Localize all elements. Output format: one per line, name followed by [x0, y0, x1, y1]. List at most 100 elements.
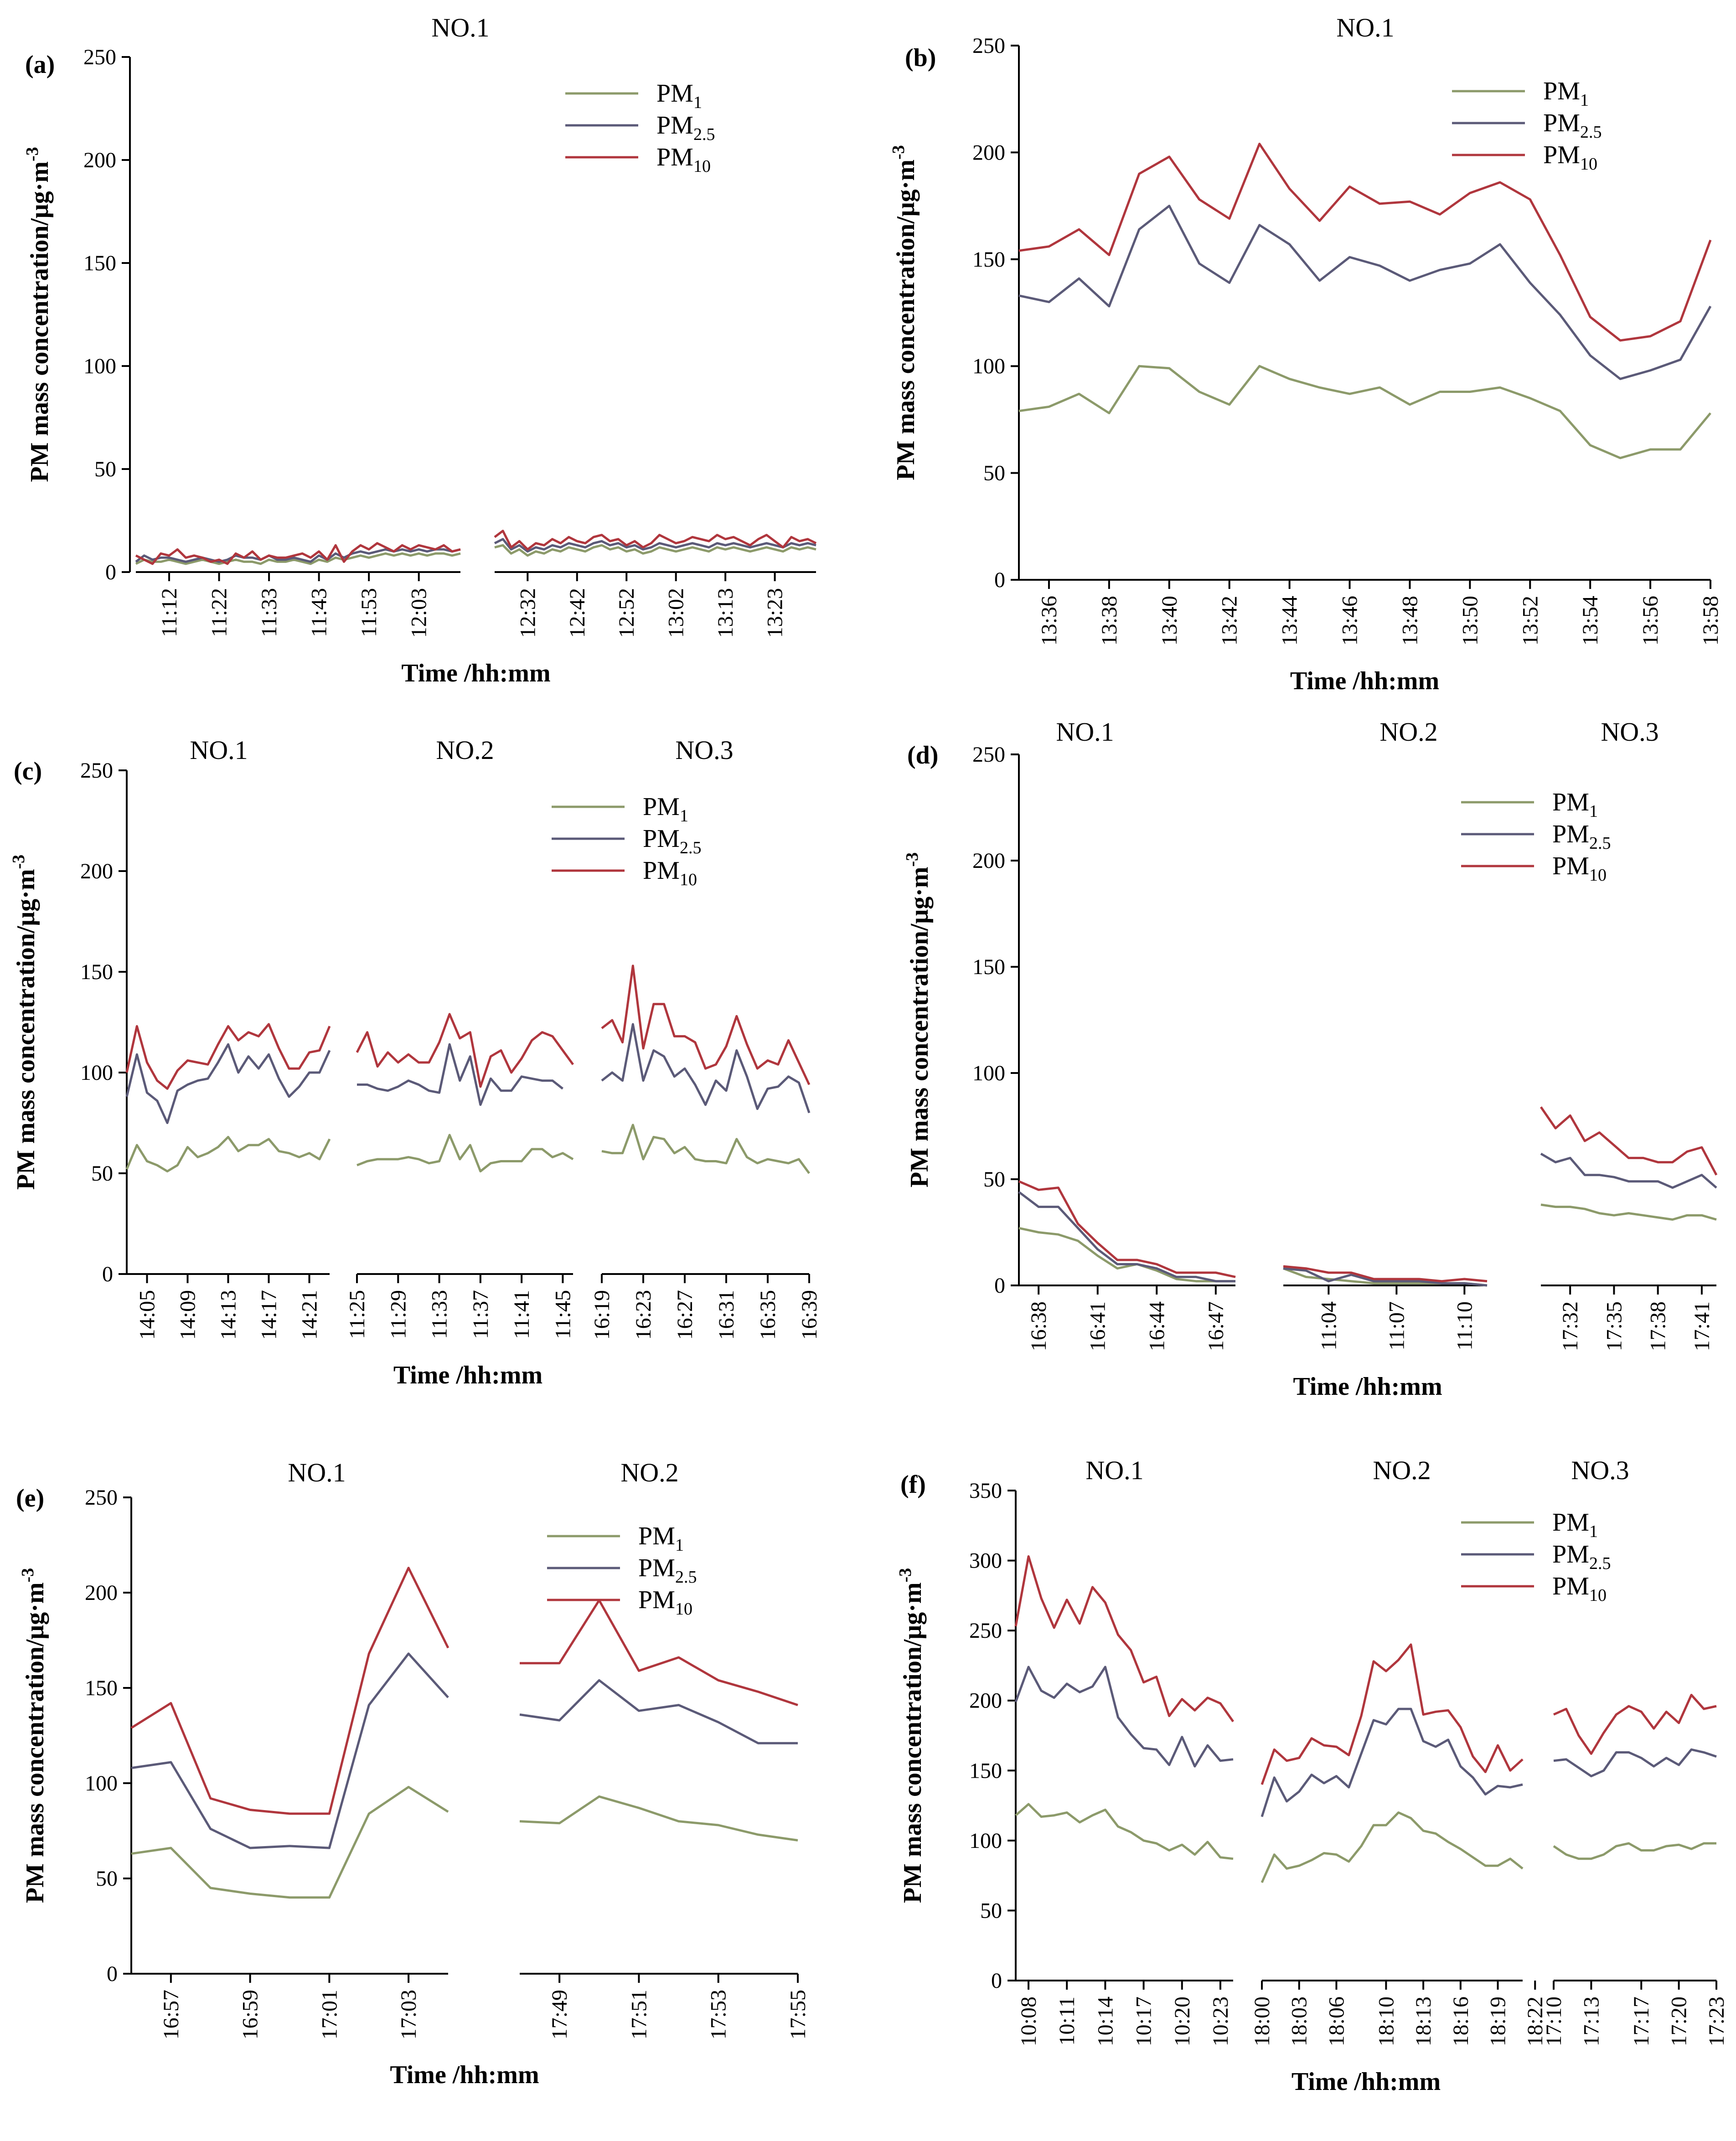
x-tick-label: 17:35	[1602, 1301, 1626, 1351]
y-tick-label: 50	[94, 457, 116, 481]
y-tick-label: 200	[85, 1581, 118, 1605]
segment-label: NO.1	[1336, 13, 1394, 42]
x-tick-label: 11:29	[386, 1290, 410, 1339]
x-tick-label: 14:21	[298, 1290, 322, 1340]
y-tick-label: 200	[972, 140, 1005, 165]
y-axis-label: PM mass concentration/μg·m-3	[18, 1568, 49, 1903]
segment-label: NO.2	[436, 735, 494, 765]
series-line-PM1-seg2	[519, 1795, 798, 1842]
x-axis-label: Time /hh:mm	[390, 2061, 539, 2089]
x-tick-label: 16:59	[238, 1990, 263, 2039]
series-line-PM25-seg2	[519, 1679, 798, 1744]
series-line-PM1-seg1	[135, 552, 461, 565]
x-tick-label: 13:58	[1699, 596, 1723, 645]
legend-entry: PM10	[1552, 852, 1607, 885]
y-tick-label: 150	[83, 251, 116, 275]
x-axis-label: Time /hh:mm	[401, 659, 550, 687]
x-tick-label: 18:19	[1486, 1997, 1510, 2046]
x-tick-label: 13:48	[1398, 596, 1422, 645]
series-line-PM10-seg2	[520, 1599, 798, 1706]
series-line-PM10-seg1	[1014, 1555, 1235, 1723]
series-line-PM10-seg3	[1553, 1693, 1717, 1755]
y-tick-label: 200	[80, 859, 113, 883]
series-line-PM25-seg2	[357, 1043, 563, 1106]
y-tick-label: 50	[91, 1161, 113, 1186]
x-tick-label: 11:33	[428, 1290, 452, 1339]
y-tick-label: 250	[83, 45, 116, 69]
x-axis-label: Time /hh:mm	[1292, 2068, 1441, 2096]
x-tick-label: 13:13	[713, 588, 738, 638]
x-tick-label: 11:43	[307, 588, 331, 637]
x-tick-label: 10:23	[1209, 1997, 1233, 2046]
y-tick-label: 100	[972, 354, 1005, 378]
legend-entry: PM2.5	[643, 825, 701, 857]
x-tick-label: 17:20	[1667, 1997, 1691, 2046]
series-line-PM1-seg3	[1540, 1203, 1717, 1221]
x-tick-label: 16:41	[1086, 1301, 1110, 1351]
x-tick-label: 16:27	[673, 1290, 697, 1340]
x-tick-label: 10:20	[1170, 1997, 1194, 2046]
legend-entry: PM1	[643, 793, 688, 825]
x-tick-label: 18:13	[1411, 1997, 1436, 2046]
y-tick-label: 150	[972, 248, 1005, 272]
series-line-PM1-seg1	[125, 1135, 331, 1173]
series-line-PM25-seg3	[1540, 1152, 1717, 1189]
panel-label: (e)	[16, 1484, 44, 1512]
x-tick-label: 13:54	[1578, 596, 1602, 645]
series-line-PM25-seg1	[131, 1652, 449, 1849]
legend-entry: PM2.5	[656, 111, 715, 144]
y-tick-label: 250	[972, 34, 1005, 58]
y-tick-label: 150	[80, 960, 113, 984]
y-tick-label: 100	[969, 1829, 1002, 1853]
x-tick-label: 16:47	[1204, 1301, 1228, 1351]
x-tick-label: 16:19	[590, 1290, 614, 1340]
segment-label: NO.2	[1373, 1455, 1431, 1485]
chart-panel-c: 0 50 100 150 200 250 14:05 14:09 14:13 14:17 14:21…	[9, 735, 822, 1389]
y-tick-label: 50	[980, 1899, 1002, 1923]
y-axis-label: PM mass concentration/μg·m-3	[896, 1568, 927, 1903]
y-tick-label: 200	[969, 1689, 1002, 1713]
x-axis-label: Time /hh:mm	[393, 1361, 542, 1389]
chart-panel-a: 0 50 100 150 200 250 11:12 11:22 11:33 11:43 11:53…	[23, 13, 817, 687]
x-tick-label: 12:32	[516, 588, 540, 638]
panel-label: (b)	[905, 44, 936, 72]
y-axis-label: PM mass concentration/μg·m-3	[23, 147, 54, 482]
x-tick-label: 16:44	[1145, 1301, 1169, 1351]
x-tick-label: 13:02	[664, 588, 688, 638]
x-tick-label: 17:49	[548, 1990, 572, 2039]
series-line-PM10-seg3	[601, 965, 811, 1085]
series-line-PM10-seg1	[125, 1023, 331, 1090]
x-tick-label: 17:32	[1558, 1301, 1582, 1351]
series-line-PM1-seg1	[1018, 1227, 1235, 1283]
y-tick-label: 0	[107, 1962, 118, 1986]
y-tick-label: 300	[969, 1549, 1002, 1573]
x-tick-label: 11:07	[1385, 1301, 1409, 1351]
x-tick-label: 13:40	[1157, 596, 1182, 645]
series-line-PM25-seg1	[125, 1043, 331, 1124]
y-tick-label: 200	[972, 849, 1005, 873]
x-tick-label: 16:57	[159, 1990, 183, 2039]
y-axis-label: PM mass concentration/μg·m-3	[903, 852, 934, 1187]
series-line-PM25-seg2	[1261, 1708, 1523, 1817]
segment-label: NO.2	[620, 1458, 678, 1487]
y-tick-label: 350	[969, 1479, 1002, 1503]
segment-label: NO.1	[1056, 717, 1114, 747]
x-tick-label: 11:41	[510, 1290, 534, 1339]
x-tick-label: 17:51	[627, 1990, 651, 2039]
x-tick-label: 14:13	[217, 1290, 241, 1340]
x-tick-label: 11:04	[1317, 1301, 1341, 1351]
y-tick-label: 50	[96, 1867, 118, 1891]
x-tick-label: 18:22	[1523, 1997, 1547, 2046]
legend-entry: PM10	[656, 143, 711, 176]
x-tick-label: 17:53	[707, 1990, 731, 2039]
y-tick-label: 150	[85, 1676, 118, 1700]
x-tick-label: 11:25	[345, 1290, 369, 1339]
x-tick-label: 10:08	[1017, 1997, 1041, 2046]
x-tick-label: 14:17	[257, 1290, 281, 1340]
x-tick-label: 16:35	[756, 1290, 780, 1340]
y-tick-label: 0	[994, 568, 1005, 592]
series-line-PM1-seg2	[494, 544, 816, 557]
panel-label: (d)	[907, 741, 938, 769]
